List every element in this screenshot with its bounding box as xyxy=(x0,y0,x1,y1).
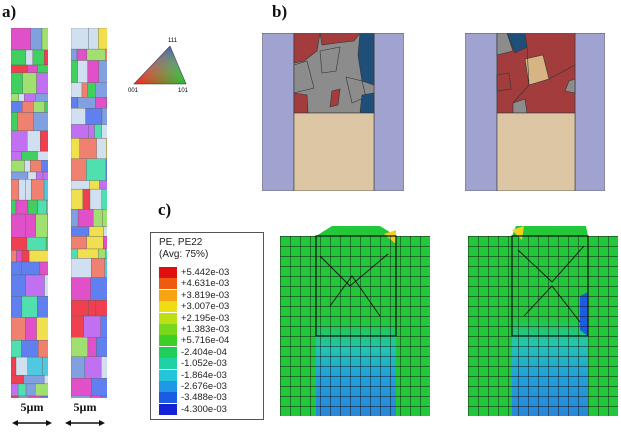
legend-swatch xyxy=(159,267,177,278)
scale-bar-label: 5µm xyxy=(73,400,97,414)
grain-schematic-1 xyxy=(262,33,404,191)
legend-value: +5.442e-03 xyxy=(181,267,230,278)
strain-legend: PE, PE22 (Avg: 75%) +5.442e-03 +4.631e-03… xyxy=(150,232,264,420)
pillar-right xyxy=(574,33,605,191)
ipf-label-101: 101 xyxy=(178,88,189,92)
legend-entry: -2.676e-03 xyxy=(159,381,227,392)
legend-entry: +5.442e-03 xyxy=(159,267,229,278)
legend-swatch xyxy=(159,358,177,370)
legend-entry: +5.716e-04 xyxy=(159,335,230,347)
legend-value: +4.631e-03 xyxy=(181,278,230,290)
legend-value: +3.007e-03 xyxy=(181,301,230,313)
legend-entry: -4.300e-03 xyxy=(159,403,227,415)
legend-entry: -2.404e-04 xyxy=(159,346,227,358)
scale-bar-left: 5µm xyxy=(12,400,52,433)
legend-swatch xyxy=(159,403,177,415)
pillar-right xyxy=(373,33,404,191)
legend-entry: +3.007e-03 xyxy=(159,301,230,313)
double-arrow-icon xyxy=(12,420,52,426)
panel-label-c: c) xyxy=(158,200,172,219)
scale-bar-label: 5µm xyxy=(20,400,44,414)
legend-value: -2.676e-03 xyxy=(181,381,227,392)
panel-label-a: a) xyxy=(2,2,17,21)
legend-value: +2.195e-03 xyxy=(181,312,230,324)
substrate xyxy=(496,112,576,191)
legend-value: -1.052e-03 xyxy=(181,358,227,370)
legend-entry: +4.631e-03 xyxy=(159,278,230,290)
legend-swatch xyxy=(159,312,177,324)
legend-value: -2.404e-04 xyxy=(181,346,227,358)
ebsd-strip-left xyxy=(11,28,48,398)
legend-value: +1.383e-03 xyxy=(181,324,230,335)
ipf-label-111: 111 xyxy=(168,38,178,44)
fe-mesh-plot-1 xyxy=(280,226,430,416)
legend-value: +5.716e-04 xyxy=(181,335,230,347)
fe-mesh-plot-2 xyxy=(468,226,618,416)
legend-swatch xyxy=(159,289,177,301)
legend-value: -1.864e-03 xyxy=(181,369,227,381)
legend-entry: -1.052e-03 xyxy=(159,358,227,370)
grain-schematic-2 xyxy=(465,33,605,191)
legend-swatch xyxy=(159,301,177,313)
legend-entry: +2.195e-03 xyxy=(159,312,230,324)
pillar-left xyxy=(465,33,498,191)
legend-entry: +1.383e-03 xyxy=(159,324,229,335)
legend-entry: -3.488e-03 xyxy=(159,392,227,404)
ipf-label-001: 001 xyxy=(128,88,139,92)
legend-entries: +5.442e-03 +4.631e-03 +3.819e-03 +3.007e-03… xyxy=(159,267,259,417)
ebsd-strip-right xyxy=(71,28,107,398)
legend-subtitle: (Avg: 75%) xyxy=(159,249,209,260)
scale-bar-right: 5µm xyxy=(65,400,105,433)
substrate xyxy=(293,112,375,191)
legend-title: PE, PE22 xyxy=(159,237,203,248)
legend-value: +3.819e-03 xyxy=(181,289,230,301)
legend-swatch xyxy=(159,346,177,358)
legend-entry: -1.864e-03 xyxy=(159,369,227,381)
legend-swatch xyxy=(159,381,177,392)
pillar-left xyxy=(262,33,295,191)
ipf-color-key: 111 001 101 xyxy=(128,38,189,92)
legend-swatch xyxy=(159,392,177,404)
legend-entry: +3.819e-03 xyxy=(159,289,230,301)
panel-label-b: b) xyxy=(272,2,288,21)
legend-value: -4.300e-03 xyxy=(181,403,227,415)
legend-value: -3.488e-03 xyxy=(181,392,227,404)
legend-swatch xyxy=(159,324,177,335)
legend-swatch xyxy=(159,335,177,347)
legend-swatch xyxy=(159,278,177,290)
double-arrow-icon xyxy=(65,420,105,426)
legend-swatch xyxy=(159,369,177,381)
ebsd-grain-maps xyxy=(11,28,107,398)
